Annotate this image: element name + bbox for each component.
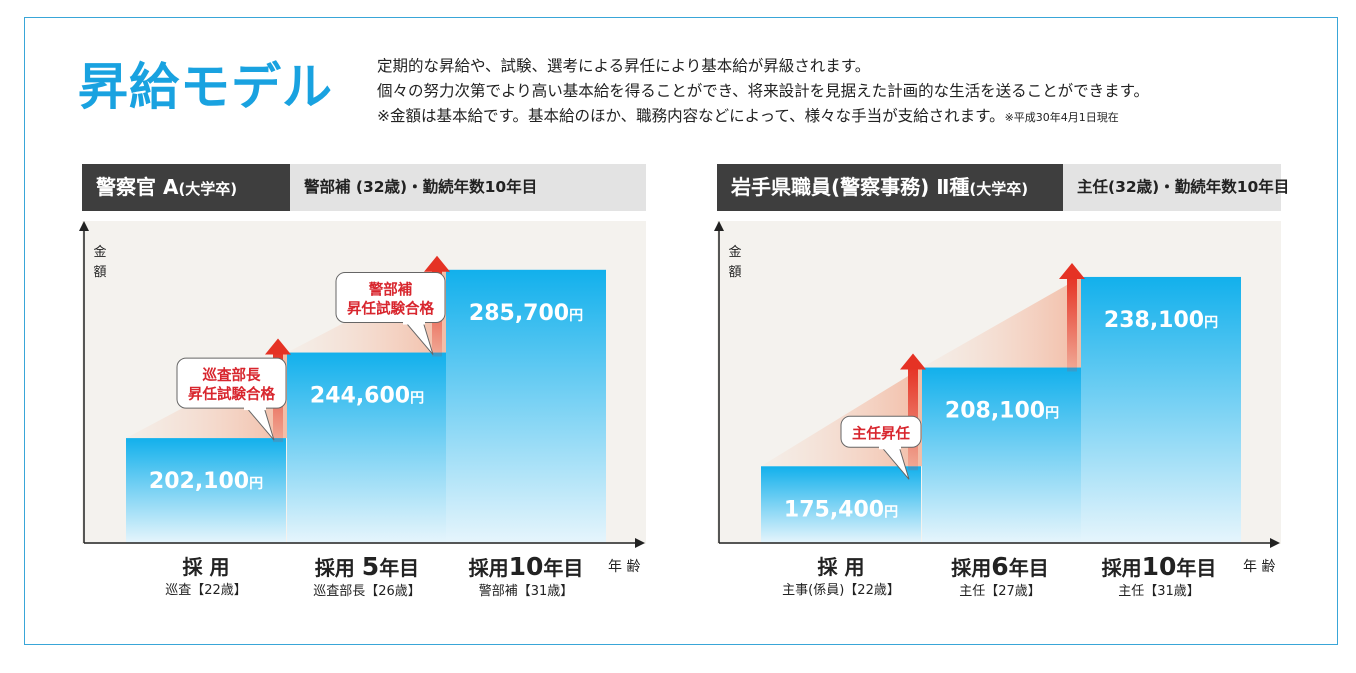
page-title: 昇給モデル	[78, 58, 333, 116]
trend-wedge	[922, 276, 1081, 368]
x-category-prefix: 採用	[1101, 556, 1142, 580]
x-category-prefix: 採用	[468, 556, 509, 580]
x-category-year10: 採用10年目 警部補【31歳】	[446, 554, 606, 603]
callout-text: 主任昇任	[852, 424, 910, 442]
panel-header-detail: 警部補 (32歳)・勤続年数10年目	[290, 164, 646, 211]
description-line-1: 定期的な昇給や、試験、選考による昇任により基本給が昇級されます。	[377, 57, 871, 75]
salary-bar	[761, 466, 921, 543]
step-arrow-head	[424, 255, 450, 272]
salary-bar	[126, 438, 286, 543]
description-line-3: ※金額は基本給です。基本給のほか、職務内容などによって、様々な手当が支給されます…	[377, 104, 1149, 130]
panel-header-sub: (大学卒)	[969, 180, 1029, 198]
chart-panel-prefectural-staff: 岩手県職員(警察事務) Ⅱ種(大学卒) 主任(32歳)・勤続年数10年目 175…	[714, 164, 1289, 599]
x-category-number: 6	[991, 552, 1009, 581]
panel-header-main: 警察官 A	[96, 175, 179, 199]
bar-value-label: 202,100円	[149, 469, 263, 494]
callout-text: 昇任試験合格	[347, 300, 434, 318]
promotion-callout: 主任昇任	[840, 415, 922, 480]
x-category-hire: 採 用 巡査【22歳】	[126, 554, 286, 602]
callout-box	[176, 357, 287, 409]
salary-bar	[1081, 276, 1241, 543]
x-category-suffix: 年目	[379, 556, 420, 580]
panel-header-title: 岩手県職員(警察事務) Ⅱ種(大学卒)	[717, 164, 1063, 211]
callout-box	[335, 272, 446, 324]
x-category-sub: 巡査【22歳】	[165, 583, 247, 598]
bar-value-label: 285,700円	[469, 301, 583, 326]
description-line-3-text: ※金額は基本給です。基本給のほか、職務内容などによって、様々な手当が支給されます…	[377, 107, 1005, 125]
y-axis-label: 金額	[93, 245, 107, 280]
step-arrow-shaft	[1067, 276, 1077, 372]
content-frame	[24, 17, 1338, 645]
x-axis-label: 年 齢	[1243, 559, 1276, 575]
panel-header-main: 岩手県職員(警察事務) Ⅱ種	[731, 175, 970, 199]
y-axis-arrow	[79, 221, 89, 231]
callout-text: 巡査部長	[203, 366, 261, 384]
x-category-prefix: 採 用	[817, 555, 865, 579]
x-category-prefix: 採用	[314, 556, 355, 580]
description-date-note: ※平成30年4月1日現在	[1004, 111, 1119, 124]
x-category-sub: 主事(係員)【22歳】	[782, 583, 900, 598]
callout-text: 昇任試験合格	[188, 385, 275, 403]
x-category-number: 10	[508, 552, 544, 581]
bar-value-label: 238,100円	[1104, 308, 1218, 333]
chart-panel-police-officer: 警察官 A(大学卒) 警部補 (32歳)・勤続年数10年目 202,100円 24…	[79, 164, 646, 599]
x-category-year10: 採用10年目 主任【31歳】	[1079, 554, 1239, 603]
y-axis-label: 金額	[728, 245, 742, 280]
x-category-prefix: 採用	[951, 556, 992, 580]
bar-value-label: 175,400円	[784, 497, 898, 522]
description-line-2: 個々の努力次第でより高い基本給を得ることができ、将来設計を見据えた計画的な生活を…	[377, 82, 1150, 100]
y-axis-arrow	[714, 221, 724, 231]
salary-bar	[922, 367, 1082, 543]
step-arrow-head	[1059, 262, 1085, 279]
x-category-sub: 主任【31歳】	[1118, 584, 1200, 599]
x-axis-label: 年 齢	[608, 559, 641, 575]
panel-header-sub: (大学卒)	[178, 180, 238, 198]
x-category-suffix: 年目	[543, 556, 584, 580]
callout-text: 警部補	[368, 281, 413, 299]
x-axis-arrow	[635, 538, 645, 548]
x-category-number: 10	[1141, 552, 1177, 581]
x-category-sub: 警部補【31歳】	[478, 584, 574, 599]
step-arrow-head	[900, 353, 926, 370]
salary-chart-police: 202,100円244,600円285,700円巡査部長昇任試験合格警部補昇任試…	[79, 221, 645, 548]
x-category-hire: 採 用 主事(係員)【22歳】	[761, 554, 921, 602]
x-category-suffix: 年目	[1176, 556, 1217, 580]
x-category-sub: 主任【27歳】	[959, 584, 1041, 599]
salary-bar	[446, 269, 606, 543]
x-category-prefix: 採 用	[182, 555, 230, 579]
bar-value-label: 244,600円	[310, 384, 424, 409]
bar-value-label: 208,100円	[945, 399, 1059, 424]
panel-header-title: 警察官 A(大学卒)	[82, 164, 290, 211]
x-category-year6: 採用6年目 主任【27歳】	[920, 554, 1080, 603]
salary-bar	[287, 352, 447, 543]
x-category-suffix: 年目	[1008, 556, 1049, 580]
x-category-number: 5	[361, 552, 380, 581]
description: 定期的な昇給や、試験、選考による昇任により基本給が昇級されます。 個々の努力次第…	[377, 54, 1149, 130]
x-axis-arrow	[1270, 538, 1280, 548]
panel-header-detail: 主任(32歳)・勤続年数10年目	[1063, 164, 1289, 211]
step-arrow-head	[265, 338, 291, 355]
x-category-sub: 巡査部長【26歳】	[313, 584, 421, 599]
x-category-year5: 採用 5年目 巡査部長【26歳】	[287, 554, 447, 603]
